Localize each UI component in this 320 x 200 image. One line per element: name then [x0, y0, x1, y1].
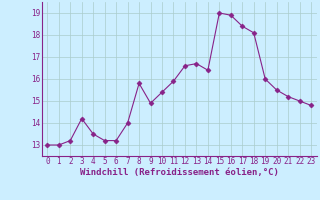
X-axis label: Windchill (Refroidissement éolien,°C): Windchill (Refroidissement éolien,°C): [80, 168, 279, 177]
